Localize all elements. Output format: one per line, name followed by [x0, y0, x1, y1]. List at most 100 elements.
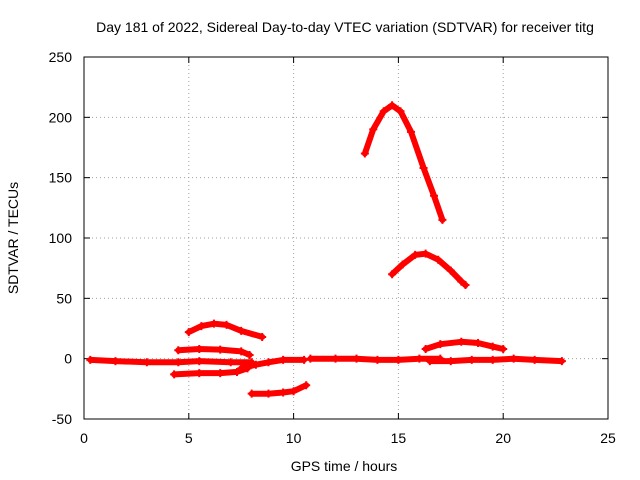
data-point — [430, 191, 439, 200]
data-point — [222, 320, 231, 329]
series-line — [389, 250, 469, 289]
data-point — [216, 369, 225, 378]
data-point — [226, 358, 235, 367]
x-tick-label: 15 — [391, 430, 407, 446]
data-point — [446, 266, 455, 275]
data-point — [300, 355, 309, 364]
data-point — [509, 354, 518, 363]
y-tick-label: 100 — [49, 230, 73, 246]
series-line — [361, 102, 446, 223]
series-arc-11 — [425, 354, 566, 366]
data-point — [264, 389, 273, 398]
y-axis-label: SDTVAR / TECUs — [5, 182, 21, 294]
data-point — [233, 367, 242, 376]
grid — [84, 57, 608, 419]
data-point — [174, 358, 183, 367]
x-tick-label: 5 — [185, 430, 193, 446]
y-tick-label: -50 — [52, 411, 72, 427]
data-point — [279, 355, 288, 364]
y-tick-label: 150 — [49, 170, 73, 186]
data-point — [457, 277, 466, 286]
data-point — [170, 370, 179, 379]
data-point — [488, 342, 497, 351]
data-point — [302, 381, 311, 390]
data-point — [195, 369, 204, 378]
data-point — [457, 337, 466, 346]
data-point — [421, 249, 430, 258]
data-point — [184, 328, 193, 337]
data-point — [530, 355, 539, 364]
ticks: 0 5 10 15 20 25 -50 0 50 100 150 200 250 — [49, 49, 616, 446]
series-arc-4 — [184, 319, 267, 341]
chart-title: Day 181 of 2022, Sidereal Day-to-day VTE… — [96, 19, 594, 35]
series-line — [422, 338, 507, 352]
data-point — [379, 107, 388, 116]
data-point — [237, 326, 246, 335]
plot-area — [86, 101, 566, 398]
data-point — [436, 340, 445, 349]
data-point — [251, 360, 260, 369]
data-point — [461, 281, 470, 290]
data-point — [467, 355, 476, 364]
data-point — [289, 387, 298, 396]
series-line — [248, 382, 310, 397]
data-point — [369, 125, 378, 134]
data-point — [415, 354, 424, 363]
data-point — [411, 250, 420, 259]
data-point — [388, 270, 397, 279]
data-point — [488, 355, 497, 364]
data-point — [388, 101, 397, 110]
series-arc-5 — [237, 355, 309, 373]
data-point — [195, 345, 204, 354]
series-arc-7 — [306, 354, 445, 364]
y-tick-label: 50 — [56, 290, 72, 306]
data-point — [237, 364, 246, 373]
data-point — [142, 358, 151, 367]
x-tick-label: 0 — [80, 430, 88, 446]
data-point — [331, 354, 340, 363]
data-point — [279, 388, 288, 397]
y-tick-label: 250 — [49, 49, 73, 65]
x-tick-label: 10 — [286, 430, 302, 446]
data-point — [396, 107, 405, 116]
x-tick-label: 25 — [600, 430, 616, 446]
data-point — [352, 354, 361, 363]
data-point — [264, 358, 273, 367]
series-arc-2 — [174, 345, 254, 360]
data-point — [360, 149, 369, 158]
data-point — [406, 127, 415, 136]
data-point — [421, 345, 430, 354]
data-point — [247, 389, 256, 398]
data-point — [174, 346, 183, 355]
series-arc-8 — [360, 101, 447, 224]
series-arc-6 — [247, 381, 311, 398]
x-axis-label: GPS time / hours — [291, 458, 398, 474]
data-point — [111, 357, 120, 366]
data-point — [195, 357, 204, 366]
data-point — [499, 345, 508, 354]
data-point — [237, 347, 246, 356]
plot-border — [83, 56, 609, 420]
y-tick-label: 200 — [49, 109, 73, 125]
data-point — [394, 355, 403, 364]
x-tick-label: 20 — [495, 430, 511, 446]
data-point — [446, 357, 455, 366]
y-tick-label: 0 — [64, 351, 72, 367]
data-point — [258, 332, 267, 341]
data-point — [419, 164, 428, 173]
data-point — [438, 215, 447, 224]
data-point — [197, 322, 206, 331]
data-point — [86, 355, 95, 364]
series-arc-10 — [421, 337, 508, 354]
series-arc-1 — [86, 355, 256, 367]
data-point — [216, 345, 225, 354]
data-point — [474, 338, 483, 347]
data-point — [245, 351, 254, 360]
series-arc-9 — [388, 249, 470, 290]
data-point — [398, 260, 407, 269]
data-point — [209, 319, 218, 328]
data-point — [557, 357, 566, 366]
data-point — [306, 354, 315, 363]
data-point — [373, 355, 382, 364]
